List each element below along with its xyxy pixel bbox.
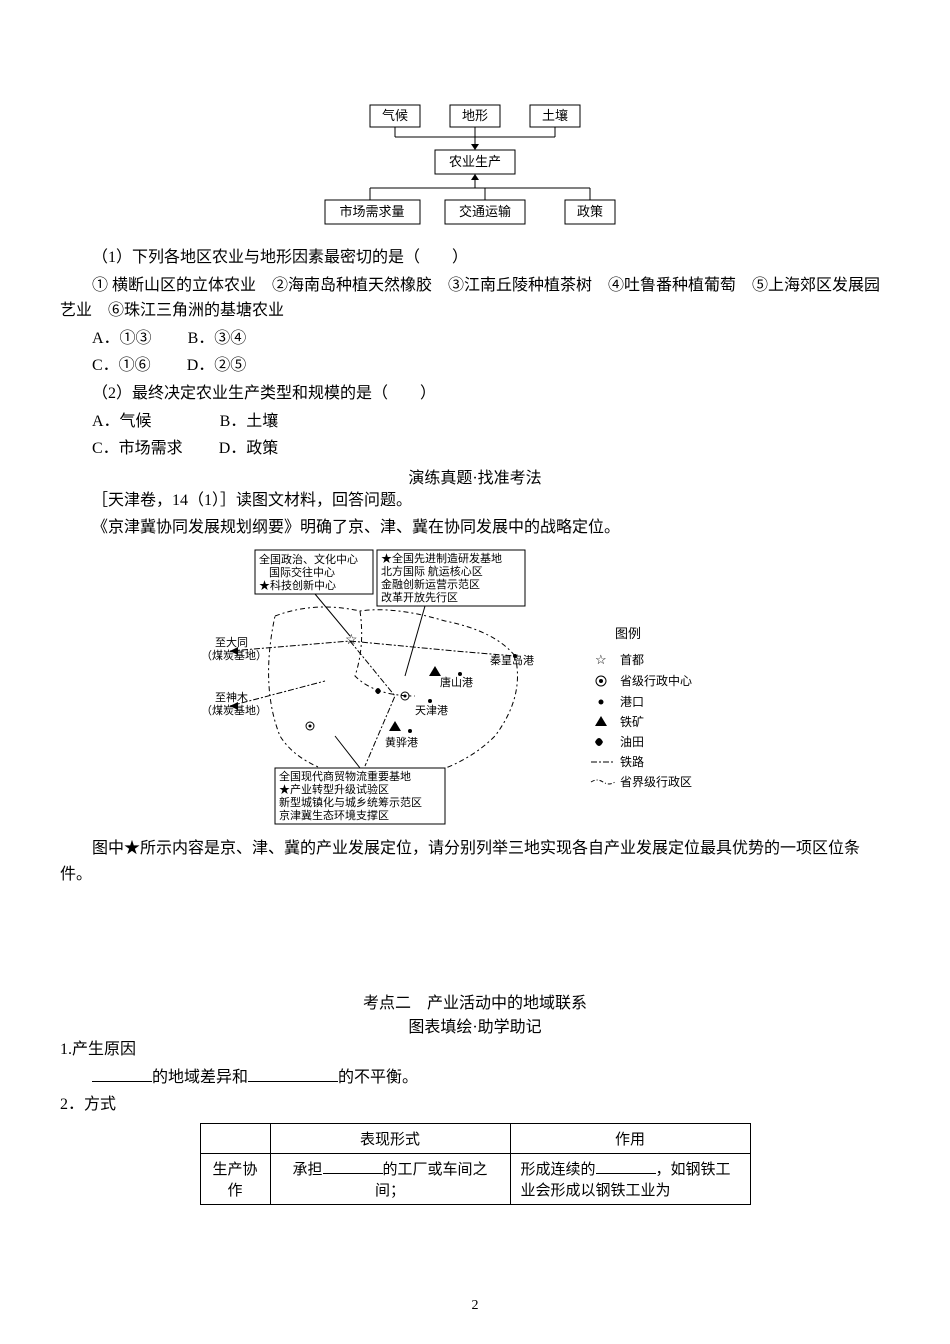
q2-stem: （2）最终决定农业生产类型和规模的是（ ） [60, 381, 890, 407]
q2-row1: A．气候 B．土壤 [60, 409, 890, 435]
legend-title: 图例 [615, 626, 641, 641]
th-blank [200, 1123, 270, 1153]
map-b-3: 新型城镇化与城乡统筹示范区 [279, 795, 422, 809]
td-form: 承担的工厂或车间之间； [270, 1153, 510, 1204]
lbl-tianjin: 天津港 [415, 704, 448, 717]
lbl-qinhuangdao: 秦皇岛港 [490, 653, 534, 667]
blank-2 [248, 1066, 338, 1082]
practice-title: 演练真题·找准考法 [60, 464, 890, 488]
box-climate: 气候 [382, 108, 408, 123]
jjj-map: 全国政治、文化中心 国际交往中心 ★科技创新中心 ★全国先进制造研发基地 北方国… [195, 546, 755, 831]
s2-label: 2．方式 [60, 1092, 890, 1118]
lbl-datong: 至大同 [215, 635, 248, 649]
capital-star-icon: ☆ [345, 633, 358, 648]
tianjin-intro: 《京津冀协同发展规划纲要》明确了京、津、冀在协同发展中的战略定位。 [60, 515, 890, 541]
legend-port: 港口 [620, 695, 644, 709]
q2-optC: C．市场需求 [92, 440, 183, 457]
box-market: 市场需求量 [339, 204, 404, 219]
td-effect: 形成连续的，如钢铁工业会形成以钢铁工业为 [510, 1153, 750, 1204]
blank-4 [596, 1159, 656, 1174]
legend-capital: 首都 [620, 653, 644, 667]
lbl-shenmu: 至神木 [215, 690, 248, 704]
map-tr-1: ★全国先进制造研发基地 [381, 551, 502, 565]
q1-optA: A．①③ [92, 330, 152, 347]
table-row: 生产协作 承担的工厂或车间之间； 形成连续的，如钢铁工业会形成以钢铁工业为 [200, 1153, 750, 1204]
q1-optD: D．②⑤ [187, 357, 247, 374]
s1-text-a: 的地域差异和 [152, 1069, 248, 1086]
map-b-4: 京津冀生态环境支撑区 [279, 808, 389, 822]
q1-optB: B．③④ [188, 330, 247, 347]
kd2-title: 考点二 产业活动中的地域联系 [60, 989, 890, 1013]
blank-3 [323, 1159, 383, 1174]
map-tl-1: 全国政治、文化中心 [259, 552, 358, 566]
map-tl-2: 国际交往中心 [269, 565, 335, 579]
tianjin-ref: ［天津卷，14（1）］读图文材料，回答问题。 [60, 488, 890, 514]
kd2-subtitle: 图表填绘·助学助记 [60, 1013, 890, 1037]
th-form: 表现形式 [270, 1123, 510, 1153]
factors-diagram: 气候 地形 土壤 农业生产 市场需求量 交通运输 政策 [285, 100, 665, 230]
box-soil: 土壤 [542, 108, 568, 123]
legend-oil: 油田 [620, 735, 644, 749]
map-tl-3: ★科技创新中心 [259, 578, 336, 592]
q1-items: ① 横断山区的立体农业 ②海南岛种植天然橡胶 ③江南丘陵种植茶树 ④吐鲁番种植葡… [60, 273, 890, 324]
legend-rail: 铁路 [620, 754, 644, 769]
q2-row2: C．市场需求 D．政策 [60, 436, 890, 462]
map-b-1: 全国现代商贸物流重要基地 [279, 769, 411, 783]
map-tr-3: 金融创新运营示范区 [381, 577, 480, 591]
td-cat: 生产协作 [200, 1153, 270, 1204]
map-b-2: ★产业转型升级试验区 [279, 782, 389, 796]
q1-stem: （1）下列各地区农业与地形因素最密切的是（ ） [60, 245, 890, 271]
legend-star-icon: ☆ [595, 652, 607, 667]
th-effect: 作用 [510, 1123, 750, 1153]
map-tr-2: 北方国际 航运核心区 [381, 564, 483, 578]
q2-optB: B．土壤 [220, 413, 279, 430]
q1-row1: A．①③ B．③④ [60, 326, 890, 352]
legend-boundary: 省界级行政区 [620, 775, 692, 789]
q2-optA: A．气候 [92, 413, 152, 430]
box-policy: 政策 [577, 204, 603, 219]
blank-1 [92, 1066, 152, 1082]
methods-table: 表现形式 作用 生产协作 承担的工厂或车间之间； 形成连续的，如钢铁工业会形成以… [200, 1123, 751, 1205]
table-header-row: 表现形式 作用 [200, 1123, 750, 1153]
legend-province: 省级行政中心 [620, 673, 692, 688]
tianjin-after: 图中★所示内容是京、津、冀的产业发展定位，请分别列举三地实现各自产业发展定位最具… [60, 836, 890, 887]
lbl-huanghua: 黄骅港 [385, 735, 418, 749]
page-number: 2 [0, 1298, 950, 1314]
legend-iron: 铁矿 [620, 715, 644, 729]
s1-text: 的地域差异和 的不平衡。 [60, 1065, 890, 1091]
map-tr-4: 改革开放先行区 [381, 590, 458, 604]
box-transport: 交通运输 [459, 204, 511, 219]
q1-row2: C．①⑥ D．②⑤ [60, 353, 890, 379]
s1-text-b: 的不平衡。 [338, 1069, 418, 1086]
q2-optD: D．政策 [219, 440, 279, 457]
box-agri: 农业生产 [449, 154, 501, 169]
lbl-tangshan: 唐山港 [440, 675, 473, 689]
q1-optC: C．①⑥ [92, 357, 151, 374]
box-terrain: 地形 [462, 108, 488, 123]
s1-label: 1.产生原因 [60, 1037, 890, 1063]
